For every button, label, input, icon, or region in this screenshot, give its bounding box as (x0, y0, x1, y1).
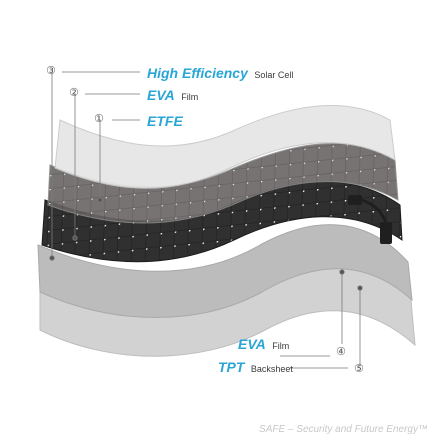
callout-lines (49, 71, 363, 369)
callout-5-title: TPT (218, 359, 246, 375)
callout-2-number: ② (69, 86, 79, 99)
callout-4-title: EVA (238, 336, 266, 352)
callout-2-suffix: Film (181, 92, 198, 102)
callout-1-number: ① (94, 112, 104, 125)
callout-2-label: EVA Film (147, 87, 198, 104)
callout-4-number: ④ (336, 345, 346, 358)
callout-4-label: EVA Film (238, 336, 289, 353)
callout-5-label: TPT Backsheet (218, 359, 293, 376)
callout-1-label: ETFE (147, 113, 183, 129)
callout-3-number: ③ (46, 64, 56, 77)
junction-box (348, 195, 392, 244)
callout-3-label: High Efficiency Solar Cell (147, 65, 293, 82)
callout-4-suffix: Film (272, 341, 289, 351)
callout-5-number: ⑤ (354, 362, 364, 375)
callout-3-title: High Efficiency (147, 65, 249, 81)
footer-caption: SAFE – Security and Future Energy™ (259, 424, 428, 435)
callout-1-title: ETFE (147, 113, 183, 129)
etfe-layer (54, 105, 396, 189)
eva-bottom-layer (37, 224, 413, 318)
callout-2-title: EVA (147, 87, 175, 103)
callout-3-suffix: Solar Cell (254, 70, 293, 80)
callout-5-suffix: Backsheet (251, 364, 294, 374)
